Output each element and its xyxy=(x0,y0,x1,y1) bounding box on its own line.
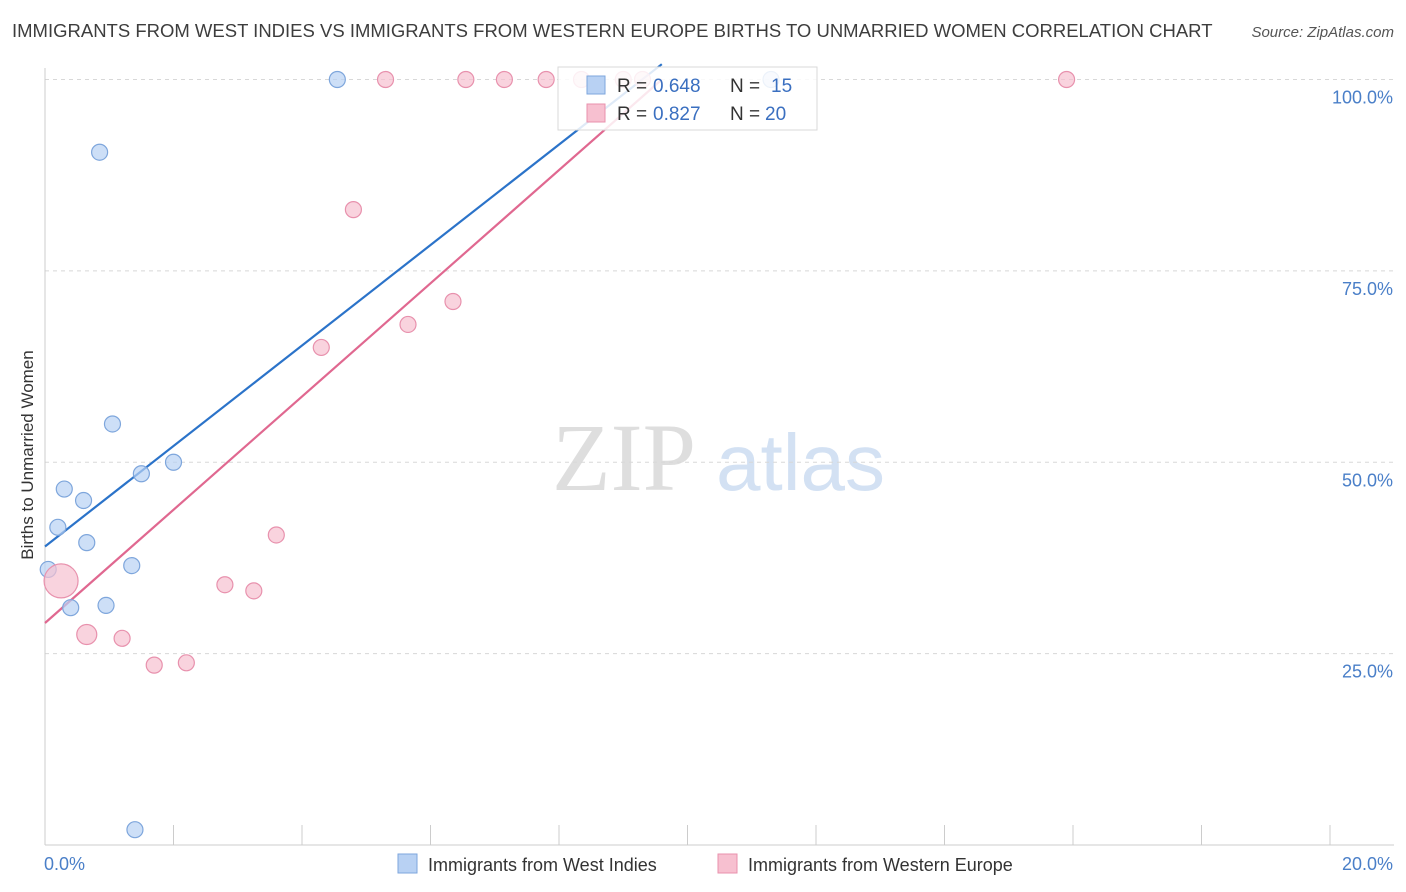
x-tick-label-start: 0.0% xyxy=(44,854,85,874)
point-western-europe xyxy=(376,70,395,89)
point-west-indies xyxy=(328,70,346,89)
stats-n-value-1: 15 xyxy=(771,76,792,97)
y-axis-title: Births to Unmarried Women xyxy=(18,350,37,559)
point-western-europe xyxy=(495,70,513,89)
point-western-europe xyxy=(76,623,98,646)
point-western-europe xyxy=(399,315,417,334)
point-west-indies xyxy=(97,596,115,614)
y-tick-label: 75.0% xyxy=(1342,279,1393,299)
y-tick-label: 25.0% xyxy=(1342,662,1393,682)
legend-swatch-west-indies xyxy=(397,853,418,874)
point-west-indies xyxy=(164,453,183,471)
point-west-indies xyxy=(126,821,144,839)
point-west-indies xyxy=(49,518,67,536)
stats-r-value-1: 0.648 xyxy=(653,76,701,97)
point-western-europe xyxy=(267,526,285,544)
x-tick-label-end: 20.0% xyxy=(1342,854,1393,874)
point-west-indies xyxy=(91,143,109,161)
y-tick-label: 100.0% xyxy=(1332,88,1393,108)
stats-legend: R = 0.648 N = 15 R = 0.827 N = 20 xyxy=(557,66,818,131)
point-west-indies xyxy=(132,465,150,483)
point-west-indies xyxy=(123,556,141,575)
trend-line-western-europe xyxy=(44,78,663,624)
source-label: Source: ZipAtlas.com xyxy=(1251,24,1394,41)
point-western-europe xyxy=(537,70,555,89)
stats-n-value-2: 20 xyxy=(765,104,786,125)
y-tick-label: 50.0% xyxy=(1342,470,1393,490)
stats-r-label-1: R = xyxy=(617,76,647,97)
stats-n-label-1: N = xyxy=(730,76,760,97)
stats-swatch-pink xyxy=(586,103,606,123)
legend-label-western-europe: Immigrants from Western Europe xyxy=(748,855,1013,875)
point-western-europe xyxy=(344,201,362,219)
point-western-europe xyxy=(245,582,263,600)
point-western-europe xyxy=(113,629,131,647)
point-western-europe xyxy=(444,292,462,311)
point-western-europe xyxy=(177,654,195,672)
watermark-zip: ZIP xyxy=(552,404,696,511)
stats-swatch-blue xyxy=(586,75,606,95)
point-western-europe xyxy=(457,70,475,89)
chart-title: IMMIGRANTS FROM WEST INDIES VS IMMIGRANT… xyxy=(12,20,1213,41)
stats-r-label-2: R = xyxy=(617,104,647,125)
stats-n-label-2: N = xyxy=(730,104,760,125)
trend-line-west-indies xyxy=(44,63,663,548)
point-west-indies xyxy=(78,534,96,552)
point-west-indies xyxy=(62,599,80,617)
series-legend: Immigrants from West Indies Immigrants f… xyxy=(397,853,1013,875)
point-western-europe xyxy=(216,576,234,594)
point-west-indies xyxy=(74,491,93,510)
point-west-indies xyxy=(103,415,122,433)
stats-r-value-2: 0.827 xyxy=(653,104,701,125)
point-western-europe xyxy=(43,563,79,599)
legend-label-west-indies: Immigrants from West Indies xyxy=(428,855,657,875)
point-western-europe xyxy=(145,656,163,674)
point-west-indies xyxy=(55,480,73,498)
point-western-europe xyxy=(1057,70,1076,89)
legend-swatch-western-europe xyxy=(717,853,738,874)
point-western-europe xyxy=(312,338,330,357)
